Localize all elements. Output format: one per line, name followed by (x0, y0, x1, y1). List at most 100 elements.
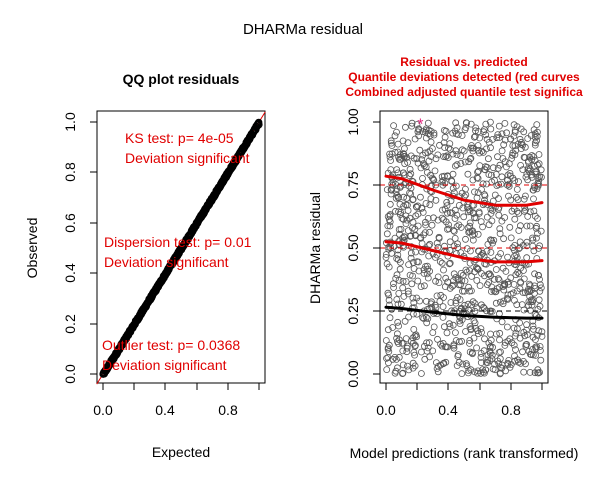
residual-point (385, 341, 393, 349)
residual-point (498, 173, 506, 181)
residual-point (485, 278, 493, 286)
residual-point (434, 273, 442, 281)
ks-test-text: KS test: p= 4e-05 (125, 130, 234, 146)
residual-point (511, 142, 519, 150)
residual-point (513, 301, 521, 309)
qq-x-tick-label: 0.0 (93, 402, 113, 418)
residual-point (423, 270, 431, 278)
residual-point (407, 170, 415, 178)
residual-point (396, 151, 404, 159)
residual-point (392, 188, 400, 195)
residual-point (406, 189, 413, 197)
residual-point (417, 370, 425, 377)
qq-y-axis: 0.0 0.2 0.4 0.6 0.8 1.0 (62, 112, 98, 384)
residual-point (387, 157, 395, 164)
residual-point (474, 330, 482, 338)
residual-point (412, 248, 420, 256)
residual-point (384, 359, 392, 367)
residual-point (424, 274, 432, 282)
residual-point (470, 317, 478, 325)
residual-point (461, 158, 469, 166)
residual-point (442, 127, 450, 135)
residual-point (529, 333, 537, 341)
residual-point (452, 299, 460, 307)
qq-y-tick-label: 0.8 (62, 162, 78, 182)
residual-point (487, 144, 494, 152)
residual-point (440, 139, 448, 147)
qq-y-tick-label: 0.4 (62, 263, 78, 283)
residual-point (394, 169, 402, 177)
residual-point (466, 259, 474, 267)
residual-point (455, 221, 463, 229)
residual-point (426, 147, 434, 155)
residual-point (487, 330, 494, 338)
residual-point (474, 265, 482, 273)
residual-marks: * (380, 116, 548, 378)
residual-point (400, 202, 408, 210)
residual-point (448, 178, 456, 185)
residual-point (453, 124, 461, 131)
residual-point (476, 149, 483, 157)
residual-point (424, 265, 432, 273)
residual-point (414, 277, 422, 285)
residual-point (478, 147, 486, 155)
residual-point (519, 166, 527, 174)
residual-point (399, 361, 407, 369)
residual-point (509, 149, 517, 157)
residual-point (524, 212, 532, 220)
residual-point (447, 197, 455, 205)
residual-point (508, 339, 516, 347)
residual-y-tick-label: 0.00 (345, 360, 361, 387)
residual-point (499, 283, 507, 290)
residual-point (424, 344, 432, 352)
residual-point (438, 214, 446, 222)
residual-point (511, 177, 519, 185)
residual-point (524, 135, 532, 142)
residual-point (411, 362, 419, 370)
residual-point (443, 329, 451, 337)
residual-point (457, 249, 465, 257)
residual-point (422, 127, 430, 134)
residual-point (487, 125, 495, 133)
residual-point (434, 335, 441, 343)
residual-point (461, 185, 469, 193)
residual-y-axis: 0.00 0.25 0.50 0.75 1.00 (345, 108, 381, 388)
residual-point (449, 321, 457, 329)
residual-point (455, 338, 463, 346)
residual-point (445, 221, 453, 229)
residual-point (414, 222, 422, 230)
residual-point (438, 259, 446, 267)
residual-point (392, 355, 400, 363)
residual-point (464, 170, 472, 178)
residual-point (505, 180, 513, 188)
residual-point (517, 145, 525, 153)
residual-title-line-2: Quantile deviations detected (red curves (348, 70, 580, 84)
residual-point (420, 162, 428, 170)
residual-point (450, 227, 458, 235)
residual-point (528, 152, 536, 159)
residual-point (450, 189, 458, 197)
residual-point (454, 240, 461, 248)
residual-point (399, 277, 407, 285)
residual-point (462, 266, 470, 274)
residual-point (529, 296, 537, 304)
residual-point (523, 331, 531, 339)
residual-point (465, 339, 473, 347)
qq-y-tick-label: 0.2 (62, 314, 78, 334)
residual-point (403, 344, 411, 352)
residual-point (487, 171, 495, 179)
residual-point (399, 284, 407, 292)
residual-point (492, 170, 500, 178)
residual-point (496, 225, 504, 233)
residual-point (534, 305, 542, 313)
residual-point (504, 253, 512, 261)
residual-point (469, 144, 476, 152)
residual-point (533, 234, 540, 242)
residual-point (523, 170, 531, 178)
quantile-curve-0.25 (384, 305, 544, 320)
residual-point (463, 245, 471, 253)
residual-point (450, 341, 458, 349)
residual-point (466, 222, 474, 230)
qq-y-tick-label: 1.0 (62, 112, 78, 132)
